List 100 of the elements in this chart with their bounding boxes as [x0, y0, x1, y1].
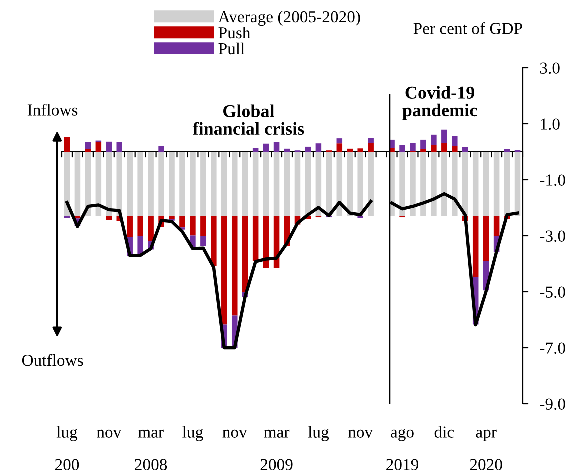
bar — [494, 216, 500, 236]
category-label: mar 2009 — [260, 430, 293, 470]
bar — [400, 145, 406, 152]
bar — [106, 142, 112, 152]
bar — [410, 143, 416, 152]
y-tick-label: -9.0 — [540, 398, 566, 410]
bar — [222, 152, 228, 216]
legend-label: Push — [218, 26, 251, 39]
x-tick-label: dic — [434, 426, 454, 438]
bar — [252, 152, 259, 216]
bar — [336, 144, 343, 152]
bar — [232, 152, 238, 216]
x-tick-label: lug 200 — [55, 426, 80, 471]
bar — [169, 152, 175, 216]
bar — [263, 152, 270, 216]
bar — [180, 152, 186, 216]
bar — [420, 140, 426, 150]
bar — [180, 216, 186, 228]
bar — [316, 144, 322, 152]
bar — [190, 152, 196, 216]
y-tick-label: -1.0 — [540, 174, 566, 186]
bar — [274, 152, 280, 216]
bar — [222, 216, 228, 325]
bar — [494, 152, 500, 216]
bar — [96, 152, 102, 216]
bar — [200, 152, 206, 216]
bar — [242, 152, 248, 216]
bar — [442, 130, 448, 144]
annotation: Covid-19 pandemic — [402, 86, 478, 120]
bar — [305, 146, 312, 152]
bar — [420, 149, 426, 152]
bar — [504, 152, 510, 216]
x-tick-label: ago 2019 — [386, 429, 418, 470]
bar — [347, 148, 354, 152]
x-tick-label: nov — [97, 430, 122, 438]
bar — [410, 152, 416, 216]
bar — [347, 152, 354, 216]
bar — [64, 137, 70, 152]
x-tick-label: nov — [348, 430, 374, 438]
bar — [148, 152, 154, 216]
bar — [368, 138, 374, 144]
bar — [368, 152, 374, 216]
bar — [252, 216, 259, 262]
bar — [116, 142, 123, 152]
bar — [96, 142, 102, 152]
bar — [263, 144, 270, 152]
bar — [138, 216, 144, 236]
annotation: Outflows — [22, 354, 84, 366]
bar — [452, 146, 458, 152]
bar — [472, 216, 479, 278]
x-tick-label: lug — [182, 426, 204, 442]
bar — [452, 152, 458, 216]
bar — [169, 216, 175, 220]
legend-label: Average (2005-2020) — [218, 10, 360, 26]
bar — [462, 152, 468, 216]
bar — [85, 142, 92, 150]
y-axis-title: Per cent of GDP — [414, 22, 522, 34]
annotation: Global financial crisis — [192, 104, 304, 136]
y-tick-label: 3.0 — [540, 62, 560, 74]
bar — [232, 216, 238, 316]
bar — [116, 152, 123, 216]
bar — [127, 152, 133, 216]
bar — [200, 216, 206, 236]
annotation: Inflows — [28, 104, 78, 116]
y-tick-label: -3.0 — [540, 230, 566, 242]
bar — [452, 136, 458, 146]
bar — [483, 216, 490, 262]
bar — [284, 152, 290, 216]
bar — [514, 152, 521, 216]
y-tick-label: -7.0 — [540, 342, 566, 354]
bar — [358, 148, 364, 152]
bar — [138, 236, 144, 254]
bar — [431, 145, 437, 152]
bar — [400, 152, 406, 216]
y-tick-label: -5.0 — [540, 286, 566, 298]
bar — [442, 143, 448, 152]
bar — [483, 152, 490, 216]
x-tick-label: apr 2020 — [470, 430, 502, 470]
bar — [106, 152, 112, 216]
bar — [148, 216, 154, 242]
bar — [158, 146, 164, 152]
category-label: mar 2008 — [135, 430, 168, 470]
x-tick-label: nov — [222, 430, 248, 438]
bar — [305, 152, 312, 216]
y-tick-label: 1.0 — [541, 118, 560, 130]
bar — [336, 138, 343, 144]
x-tick-label: lug — [308, 426, 330, 442]
bar — [200, 236, 206, 246]
bar — [252, 148, 259, 152]
bar — [420, 152, 426, 216]
bar — [74, 152, 81, 216]
bar — [462, 147, 468, 152]
bar — [442, 152, 448, 216]
bar — [85, 149, 92, 152]
bar — [190, 216, 196, 236]
bar — [211, 152, 217, 216]
bar — [316, 152, 322, 216]
bar — [274, 142, 280, 152]
bar — [472, 152, 479, 216]
bar — [242, 216, 248, 292]
